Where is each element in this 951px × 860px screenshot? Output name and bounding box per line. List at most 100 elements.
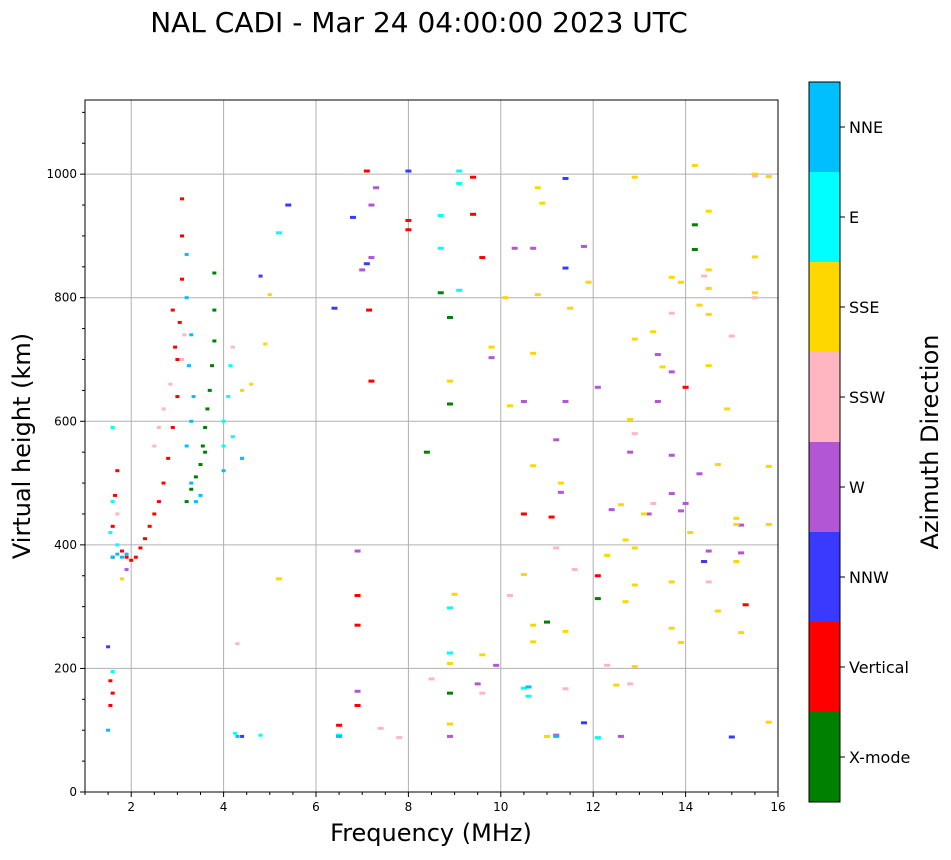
data-point: [249, 382, 254, 386]
data-point: [691, 248, 698, 252]
data-point: [751, 291, 758, 295]
data-point: [631, 432, 638, 436]
data-point: [152, 512, 157, 516]
data-point: [115, 512, 120, 516]
data-point: [396, 736, 403, 740]
data-point: [184, 252, 189, 256]
data-point: [594, 597, 601, 601]
data-point: [765, 720, 772, 724]
colorbar-category-label: SSE: [849, 298, 879, 317]
data-point: [368, 379, 375, 383]
data-point: [377, 726, 384, 730]
plot-area: 2 4 6 8 10 12 14 16 0 200 400 600 800 1000: [46, 99, 786, 814]
data-point: [437, 291, 444, 295]
data-point: [520, 512, 527, 516]
data-point: [193, 475, 198, 479]
data-point: [166, 456, 171, 460]
data-point: [152, 444, 157, 448]
data-point: [437, 246, 444, 250]
data-point: [548, 515, 555, 519]
data-point: [363, 169, 370, 173]
data-point: [696, 303, 703, 307]
y-tick-label: 0: [69, 785, 77, 799]
data-point: [714, 609, 721, 613]
data-point: [557, 481, 564, 485]
data-point: [446, 402, 453, 406]
data-point: [488, 356, 495, 360]
data-point: [354, 549, 361, 553]
data-point: [177, 320, 182, 324]
data-point: [119, 577, 124, 581]
data-point: [627, 450, 634, 454]
data-point: [240, 388, 245, 392]
data-point: [456, 181, 463, 185]
data-point: [189, 333, 194, 337]
colorbar-category-label: NNW: [849, 568, 889, 587]
x-tick-label: 4: [220, 800, 228, 814]
data-point: [677, 640, 684, 644]
data-point: [331, 306, 338, 310]
y-tick-label: 800: [54, 291, 77, 305]
colorbar-segment: [809, 172, 840, 262]
data-point: [170, 308, 175, 312]
data-point: [110, 691, 115, 695]
colorbar-border: [808, 81, 841, 803]
data-point: [613, 683, 620, 687]
data-point: [654, 353, 661, 357]
data-point: [553, 546, 560, 550]
data-point: [263, 342, 268, 346]
data-point: [507, 404, 514, 408]
data-point: [668, 311, 675, 315]
data-point: [488, 345, 495, 349]
data-point: [627, 682, 634, 686]
x-tick-label: 8: [405, 800, 413, 814]
data-point: [654, 400, 661, 404]
data-point: [212, 308, 217, 312]
data-point: [221, 419, 226, 423]
data-point: [138, 546, 143, 550]
data-point: [354, 704, 361, 707]
data-point: [650, 501, 657, 505]
colorbar-category-label: X-mode: [849, 748, 910, 767]
data-point: [751, 255, 758, 259]
data-point: [170, 425, 175, 429]
data-point: [193, 500, 198, 504]
data-point: [645, 512, 652, 516]
data-point: [742, 603, 749, 607]
data-point: [456, 288, 463, 292]
colorbar-category-label: E: [849, 208, 859, 227]
data-point: [668, 453, 675, 457]
colorbar-label: Azimuth Direction: [916, 335, 944, 550]
data-point: [456, 169, 463, 173]
data-point: [677, 509, 684, 513]
data-point: [446, 379, 453, 383]
data-point: [354, 623, 361, 627]
y-axis-ticks: 0 200 400 600 800 1000: [46, 111, 85, 799]
data-point: [363, 262, 370, 266]
data-point: [446, 691, 453, 695]
data-point: [106, 645, 111, 649]
colorbar: X-mode Vertical NNW W SSW SSE E NNE: [808, 81, 910, 803]
data-point: [110, 524, 115, 528]
data-point: [765, 464, 772, 468]
data-point: [765, 175, 772, 179]
data-point: [701, 274, 708, 278]
data-point: [470, 212, 477, 216]
data-point: [108, 679, 113, 683]
data-point: [175, 395, 180, 399]
data-point: [571, 568, 578, 572]
data-point: [446, 661, 453, 665]
data-point: [113, 493, 118, 497]
data-point: [539, 201, 546, 205]
data-point: [110, 670, 115, 674]
data-point: [203, 425, 208, 429]
data-point: [728, 334, 735, 338]
data-point: [200, 444, 205, 448]
data-point: [240, 734, 245, 738]
data-point: [354, 689, 361, 693]
data-point: [705, 286, 712, 290]
data-point: [189, 487, 194, 491]
data-point: [691, 223, 698, 227]
data-point: [446, 606, 453, 610]
data-point: [705, 580, 712, 584]
